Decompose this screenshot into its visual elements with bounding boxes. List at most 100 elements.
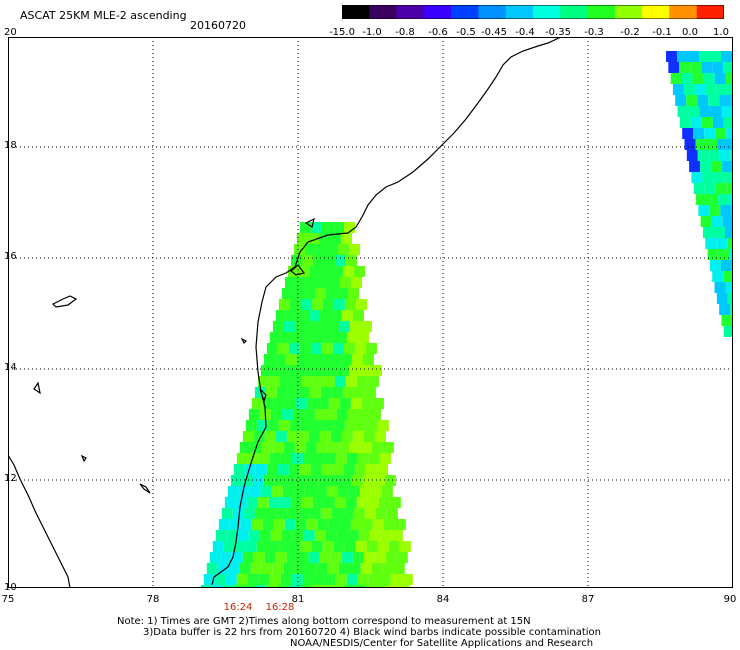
swath-cell [352, 552, 364, 563]
lat-label-20: 20 [4, 27, 17, 38]
swath-cell [681, 73, 693, 84]
swath-cell [381, 486, 393, 497]
swath-cell [334, 376, 346, 387]
swath-cell [319, 552, 331, 563]
swath-cell [258, 453, 270, 464]
swath-cell [364, 387, 376, 398]
swath-cell [331, 508, 343, 519]
swath-cell [341, 431, 353, 442]
swath-cell [348, 244, 360, 255]
swath-cell [354, 343, 366, 354]
colorbar-swatch [342, 5, 370, 19]
swath-cell [389, 497, 401, 508]
swath-cell [265, 508, 277, 519]
swath-cell [302, 453, 314, 464]
swath-cell [308, 552, 320, 563]
swath-cell [723, 62, 733, 73]
swath-cell [700, 161, 712, 172]
swath-cell [707, 194, 719, 205]
swath-cell [266, 343, 278, 354]
swath-cell [311, 222, 322, 233]
swath-cell [347, 530, 359, 541]
swath-cell [303, 530, 315, 541]
swath-cell [715, 183, 727, 194]
swath-cell [304, 365, 316, 376]
colorbar-swatch [478, 5, 507, 19]
swath-cell [286, 310, 298, 321]
swath-cell [289, 541, 301, 552]
swath-cell [718, 194, 730, 205]
swath-cell [279, 497, 291, 508]
swath-cell [328, 277, 340, 288]
swath-cell [233, 464, 245, 475]
swath-cell [287, 387, 299, 398]
swath-cell [327, 321, 339, 332]
swath-cell [385, 552, 397, 563]
swath-cell [353, 508, 365, 519]
swath-cell [335, 574, 347, 585]
swath-cell [337, 244, 349, 255]
swath-cell [288, 343, 300, 354]
swath-cell [354, 585, 366, 588]
swath-cell [675, 95, 687, 106]
swath-cell [376, 585, 388, 588]
swath-cell [373, 475, 385, 486]
swath-cell [318, 354, 330, 365]
swath-cell [318, 233, 330, 244]
swath-cell [266, 585, 278, 588]
swath-cell [379, 453, 391, 464]
swath-cell [247, 453, 259, 464]
swath-cell [269, 574, 281, 585]
swath-cell [298, 387, 310, 398]
swath-cell [237, 530, 249, 541]
swath-cell [347, 288, 359, 299]
swath-cell [350, 277, 362, 288]
swath-cell [379, 574, 391, 585]
swath-cell [304, 486, 316, 497]
swath-cell [718, 249, 730, 260]
swath-cell [382, 442, 394, 453]
swath-cell [297, 552, 309, 563]
swath-cell [209, 552, 221, 563]
swath-cell [353, 387, 365, 398]
swath-cell [261, 442, 273, 453]
map-frame [8, 37, 733, 588]
colorbar-swatch [369, 5, 398, 19]
swath-cell [247, 574, 259, 585]
swath-cell [287, 266, 299, 277]
swath-cell [228, 563, 240, 574]
swath-cell [310, 585, 322, 588]
swath-cell [340, 475, 352, 486]
swath-cell [275, 552, 287, 563]
swath-cell [255, 585, 267, 588]
swath-cell [331, 266, 343, 277]
swath-cell [688, 51, 699, 62]
swath-cell [313, 453, 325, 464]
colorbar-label: -15.0 [329, 27, 355, 38]
swath-cell [221, 508, 233, 519]
swath-cell [713, 227, 725, 238]
swath-cell [325, 288, 337, 299]
swath-cell [260, 365, 272, 376]
swath-cell [377, 541, 389, 552]
swath-cell [719, 95, 731, 106]
swath-cell [239, 442, 251, 453]
swath-cell [214, 574, 226, 585]
colorbar-label: 1.0 [713, 27, 729, 38]
swath-cell [324, 453, 336, 464]
swath-cell [716, 238, 728, 249]
swath-cell [303, 288, 315, 299]
swath-cell [350, 519, 362, 530]
colorbar-swatch [587, 5, 616, 19]
lon-label-87: 87 [581, 594, 595, 605]
swath-cell [291, 453, 303, 464]
swath-cell [319, 431, 331, 442]
colorbar-swatch [451, 5, 479, 19]
lon-label-75: 75 [1, 594, 15, 605]
swath-cell [277, 585, 289, 588]
swath-cell [272, 442, 284, 453]
swath-cell [311, 541, 323, 552]
lon-label-81: 81 [291, 594, 305, 605]
swath-cell [272, 563, 284, 574]
swath-cell [338, 442, 350, 453]
